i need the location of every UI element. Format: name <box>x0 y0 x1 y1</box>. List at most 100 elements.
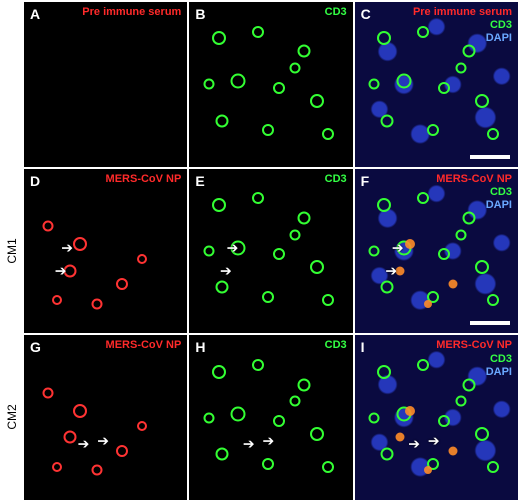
green-cell <box>377 31 391 45</box>
green-cell <box>231 407 246 422</box>
pointer-arrow-icon: ➔ <box>97 432 109 449</box>
stain-label: DAPI <box>413 32 512 45</box>
pointer-arrow-icon: ➔ <box>263 432 275 449</box>
green-cell <box>322 128 334 140</box>
green-cell <box>262 291 274 303</box>
green-cell <box>487 128 499 140</box>
panel-letter: H <box>195 339 205 355</box>
green-cell <box>212 198 226 212</box>
green-cell <box>310 94 324 108</box>
pointer-arrow-icon: ➔ <box>227 239 239 256</box>
panel-E: ECD3➔➔ <box>189 169 352 334</box>
orange-cell <box>448 446 457 455</box>
stain-label: MERS-CoV NP <box>106 173 182 186</box>
panel-F: FMERS-CoV NPCD3DAPI➔➔ <box>355 169 518 334</box>
pointer-arrow-icon: ➔ <box>428 432 440 449</box>
stain-label: CD3 <box>325 339 347 352</box>
orange-cell <box>405 239 415 249</box>
stain-label: Pre immune serum <box>413 6 512 19</box>
pointer-arrow-icon: ➔ <box>78 436 90 453</box>
green-cell <box>290 62 301 73</box>
panel-letter: C <box>361 6 371 22</box>
green-cell <box>212 31 226 45</box>
orange-cell <box>405 406 415 416</box>
green-cell <box>310 427 324 441</box>
red-cell <box>52 295 62 305</box>
row-label: CM2 <box>2 335 22 500</box>
panel-letter: E <box>195 173 204 189</box>
green-cell <box>262 124 274 136</box>
red-cell-layer <box>24 335 187 500</box>
row-label: CM1 <box>2 169 22 334</box>
green-cell <box>215 281 228 294</box>
scale-bar <box>470 155 510 159</box>
panel-stain-labels: CD3 <box>325 339 347 352</box>
panel-letter: D <box>30 173 40 189</box>
panel-C: CPre immune serumCD3DAPI <box>355 2 518 167</box>
panel-H: H CD3 ➔ ➔ <box>189 335 352 500</box>
green-cell <box>322 294 334 306</box>
green-cell <box>455 62 466 73</box>
green-cell-layer <box>189 169 352 334</box>
panel-letter: A <box>30 6 40 22</box>
panel-letter: F <box>361 173 370 189</box>
stain-label: CD3 <box>325 173 347 186</box>
green-cell <box>231 74 246 89</box>
green-cell <box>322 461 334 473</box>
green-cell <box>369 79 380 90</box>
green-cell <box>252 192 264 204</box>
stain-label: CD3 <box>436 186 512 199</box>
green-cell <box>396 74 411 89</box>
red-cell <box>137 254 147 264</box>
stain-label: CD3 <box>325 6 347 19</box>
green-cell <box>290 229 301 240</box>
microscopy-figure: APre immune serumBCD3CPre immune serumCD… <box>0 0 520 502</box>
pointer-arrow-icon: ➔ <box>392 239 404 256</box>
panel-G: GMERS-CoV NP➔➔ <box>24 335 187 500</box>
green-cell <box>262 458 274 470</box>
stain-label: Pre immune serum <box>82 6 181 19</box>
orange-cell <box>396 433 405 442</box>
row-label <box>2 2 22 167</box>
green-cell <box>252 26 264 38</box>
green-cell <box>438 82 450 94</box>
green-cell <box>215 114 228 127</box>
green-cell <box>462 45 475 58</box>
pointer-arrow-icon: ➔ <box>243 436 255 453</box>
panel-stain-labels: MERS-CoV NPCD3DAPI <box>436 339 512 379</box>
red-cell <box>73 404 87 418</box>
green-cell <box>297 212 310 225</box>
green-cell <box>273 82 285 94</box>
green-cell <box>310 260 324 274</box>
panel-stain-labels: Pre immune serum <box>82 6 181 19</box>
red-cell <box>137 421 147 431</box>
green-cell <box>297 378 310 391</box>
stain-label: DAPI <box>436 199 512 212</box>
panel-D: DMERS-CoV NP➔➔ <box>24 169 187 334</box>
panel-grid: APre immune serumBCD3CPre immune serumCD… <box>2 2 518 500</box>
red-cell <box>92 298 103 309</box>
panel-stain-labels: MERS-CoV NP <box>106 173 182 186</box>
green-cell <box>212 365 226 379</box>
red-cell <box>116 278 128 290</box>
red-cell <box>116 445 128 457</box>
scale-bar <box>470 321 510 325</box>
green-cell <box>273 415 285 427</box>
green-cell-layer <box>189 335 352 500</box>
panel-stain-labels: CD3 <box>325 173 347 186</box>
orange-cell <box>448 279 457 288</box>
orange-cell <box>424 466 432 474</box>
panel-stain-labels: MERS-CoV NP <box>106 339 182 352</box>
panel-stain-labels: MERS-CoV NPCD3DAPI <box>436 173 512 213</box>
green-cell-layer <box>189 2 352 167</box>
green-cell <box>427 124 439 136</box>
green-cell <box>290 396 301 407</box>
red-cell-layer <box>24 169 187 334</box>
stain-label: CD3 <box>436 353 512 366</box>
pointer-arrow-icon: ➔ <box>61 239 73 256</box>
green-cell <box>203 79 214 90</box>
panel-I: IMERS-CoV NPCD3DAPI➔➔ <box>355 335 518 500</box>
orange-cell <box>424 300 432 308</box>
green-cell <box>252 359 264 371</box>
red-cell <box>52 462 62 472</box>
